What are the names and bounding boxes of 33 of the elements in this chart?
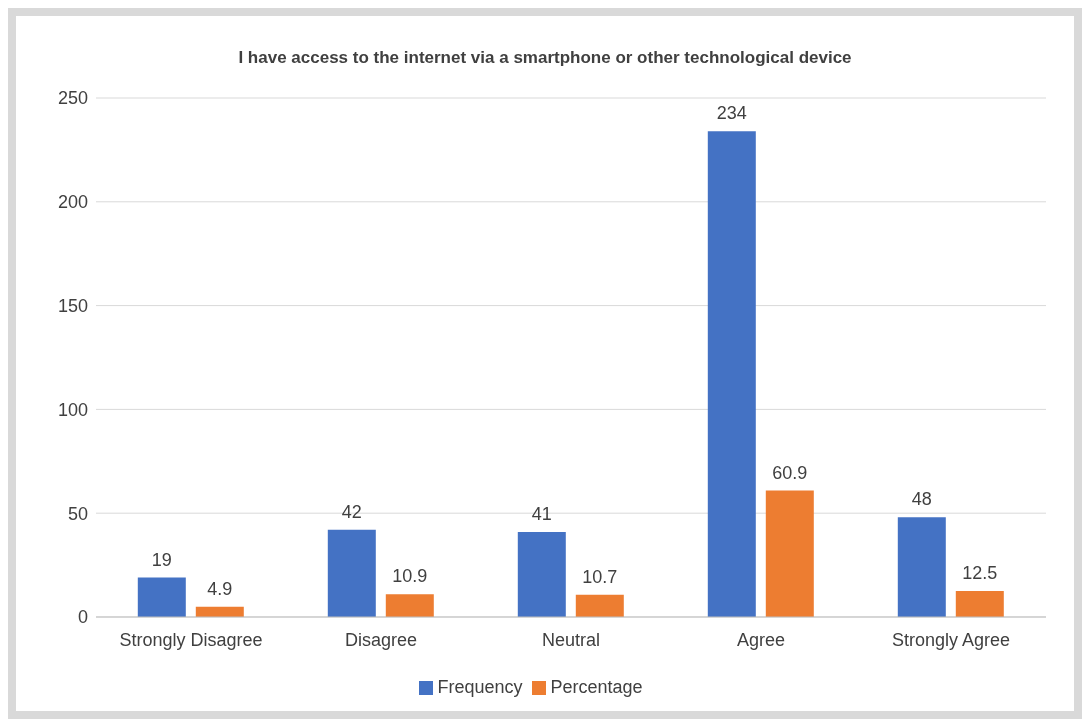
y-tick-label: 150 (57, 295, 88, 316)
y-tick-label: 50 (67, 503, 88, 524)
data-label: 234 (716, 103, 747, 124)
data-label: 48 (911, 489, 932, 510)
bar (707, 131, 756, 617)
data-label: 19 (151, 549, 172, 570)
bar (517, 531, 566, 617)
x-tick-label: Strongly Agree (891, 629, 1011, 650)
bar (955, 591, 1004, 617)
bar (575, 594, 624, 617)
data-label: 41 (531, 503, 552, 524)
y-tick-label: 100 (57, 399, 88, 420)
chart-title: I have access to the internet via a smartphone or other technological device (237, 48, 853, 68)
data-label: 10.7 (582, 566, 618, 587)
bar (897, 517, 946, 617)
bar (327, 529, 376, 617)
data-label: 12.5 (962, 563, 998, 584)
y-tick-label: 250 (57, 88, 88, 109)
x-tick-label: Strongly Disagree (119, 629, 263, 650)
y-tick-label: 0 (77, 607, 88, 628)
data-label: 4.9 (207, 578, 233, 599)
x-tick-label: Agree (736, 629, 786, 650)
legend-label: Percentage (550, 677, 643, 697)
bar (137, 577, 186, 617)
data-label: 10.9 (392, 566, 428, 587)
legend-label: Frequency (437, 677, 523, 697)
bar (385, 594, 434, 617)
y-tick-label: 200 (57, 192, 88, 213)
bar (765, 490, 814, 617)
x-tick-label: Neutral (541, 629, 601, 650)
data-label: 60.9 (772, 462, 808, 483)
data-label: 42 (341, 501, 362, 522)
x-tick-label: Disagree (344, 629, 418, 650)
